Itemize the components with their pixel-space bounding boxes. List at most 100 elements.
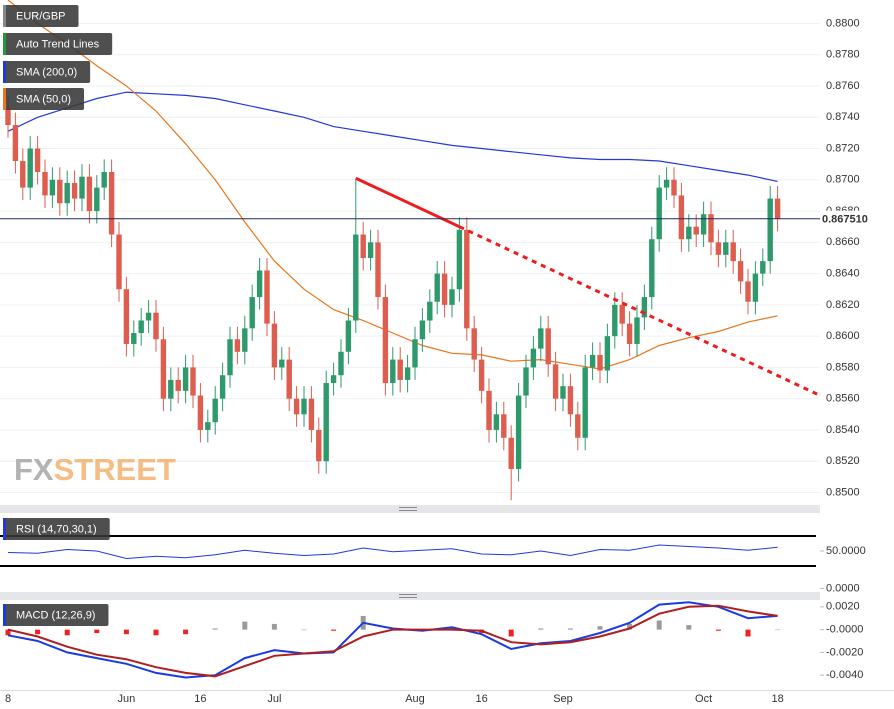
- candle-body: [197, 395, 204, 430]
- y-tick-label: 0.8580: [826, 361, 860, 373]
- candle-body: [412, 339, 418, 368]
- candle-body: [138, 320, 144, 334]
- y-tick-label: -0.0040: [826, 669, 863, 681]
- candle-body: [242, 328, 248, 352]
- candle-body: [693, 226, 699, 235]
- indicator-label-box[interactable]: [3, 88, 85, 110]
- y-tick-label: 0.8740: [826, 111, 860, 123]
- candle-body: [279, 359, 285, 368]
- x-tick-label: 16: [475, 693, 487, 705]
- candle-body: [530, 348, 537, 368]
- candle-body: [175, 379, 181, 391]
- indicator-label-box[interactable]: [3, 33, 113, 55]
- candle-body: [464, 229, 470, 329]
- candle-body: [478, 359, 485, 391]
- candle-body: [760, 261, 766, 274]
- y-tick-label: 50.0000: [826, 545, 866, 557]
- indicator-label-box[interactable]: [3, 5, 79, 27]
- candle-body: [57, 179, 63, 204]
- macd-histogram-bar: [331, 629, 337, 631]
- macd-histogram-bar: [64, 629, 70, 636]
- panel-separator[interactable]: [0, 592, 820, 600]
- candle-body: [752, 273, 759, 302]
- candle-body: [49, 179, 56, 196]
- candle-body: [367, 242, 374, 258]
- indicator-color-strip: [3, 61, 6, 83]
- indicator-label: MACD (12,26,9): [16, 609, 95, 621]
- candle-body: [234, 339, 241, 352]
- indicator-label-box[interactable]: [3, 61, 91, 83]
- macd-histogram-bar: [538, 628, 544, 630]
- candle-body: [27, 148, 33, 188]
- candle-body: [745, 281, 751, 302]
- candle-body: [42, 171, 48, 196]
- candle-body: [182, 367, 189, 391]
- y-tick-label: 0.8560: [826, 393, 860, 405]
- macd-histogram-bar: [212, 628, 218, 630]
- y-tick-label: 0.0000: [826, 582, 860, 594]
- y-tick-label: 0.8620: [826, 299, 860, 311]
- macd-line: [7, 604, 778, 678]
- indicator-label-box[interactable]: [3, 518, 110, 540]
- watermark-part: STREET: [54, 452, 176, 487]
- candle-body: [79, 176, 85, 199]
- x-tick-label: Jul: [267, 693, 281, 705]
- candle-body: [427, 301, 433, 321]
- candle-body: [64, 182, 70, 204]
- y-tick-label: 0.8660: [826, 236, 860, 248]
- candle-body: [249, 297, 255, 329]
- candle-body: [767, 198, 773, 262]
- macd-histogram-bar: [183, 629, 189, 635]
- panel-separator[interactable]: [0, 505, 820, 513]
- candle-body: [330, 375, 337, 384]
- candle-body: [390, 359, 396, 384]
- candle-body: [286, 359, 292, 399]
- macd-histogram-bar: [94, 629, 100, 634]
- macd-histogram-bar: [271, 623, 277, 630]
- candle-body: [293, 398, 300, 415]
- y-tick-label: 0.8780: [826, 49, 860, 61]
- macd-histogram-bar: [775, 629, 781, 631]
- macd-histogram-bar: [656, 620, 662, 630]
- candle-body: [301, 398, 307, 415]
- candle-body: [730, 242, 736, 262]
- candle-body: [545, 328, 551, 365]
- candle-body: [649, 239, 655, 298]
- candle-body: [153, 312, 159, 340]
- watermark-part: FX: [14, 452, 54, 487]
- candle-body: [552, 364, 559, 399]
- candle-body: [604, 336, 611, 371]
- y-tick-label: -0.0020: [826, 646, 863, 658]
- candle-body: [582, 367, 588, 438]
- macd-histogram-bar: [242, 621, 248, 630]
- macd-panel: [5, 601, 781, 679]
- candle-body: [737, 261, 744, 282]
- candle-body: [486, 390, 492, 430]
- candle-body: [671, 179, 677, 196]
- last-price-label: 0.867510: [822, 214, 868, 226]
- candle-body: [708, 214, 714, 243]
- y-tick-label: 0.8500: [826, 486, 860, 498]
- candle-body: [523, 367, 529, 396]
- rsi-line: [7, 544, 778, 560]
- candle-body: [612, 304, 618, 337]
- y-tick-label: 0.8720: [826, 142, 860, 154]
- macd-histogram-bar: [35, 629, 41, 635]
- candle-body: [634, 317, 640, 344]
- rsi-panel: [0, 535, 816, 567]
- candle-body: [560, 386, 566, 399]
- indicator-label-box[interactable]: [3, 604, 109, 626]
- indicator-color-strip: [3, 5, 6, 27]
- candle-body: [471, 328, 477, 360]
- candle-body: [131, 333, 137, 344]
- candle-body: [456, 229, 463, 290]
- candle-body: [538, 328, 544, 349]
- candle-body: [501, 414, 507, 438]
- sma-line: [7, 91, 778, 182]
- candle-body: [700, 214, 707, 235]
- candle-body: [160, 339, 167, 399]
- sma-line: [7, 0, 778, 370]
- y-tick-label: 0.8700: [826, 174, 860, 186]
- candle-body: [449, 289, 455, 305]
